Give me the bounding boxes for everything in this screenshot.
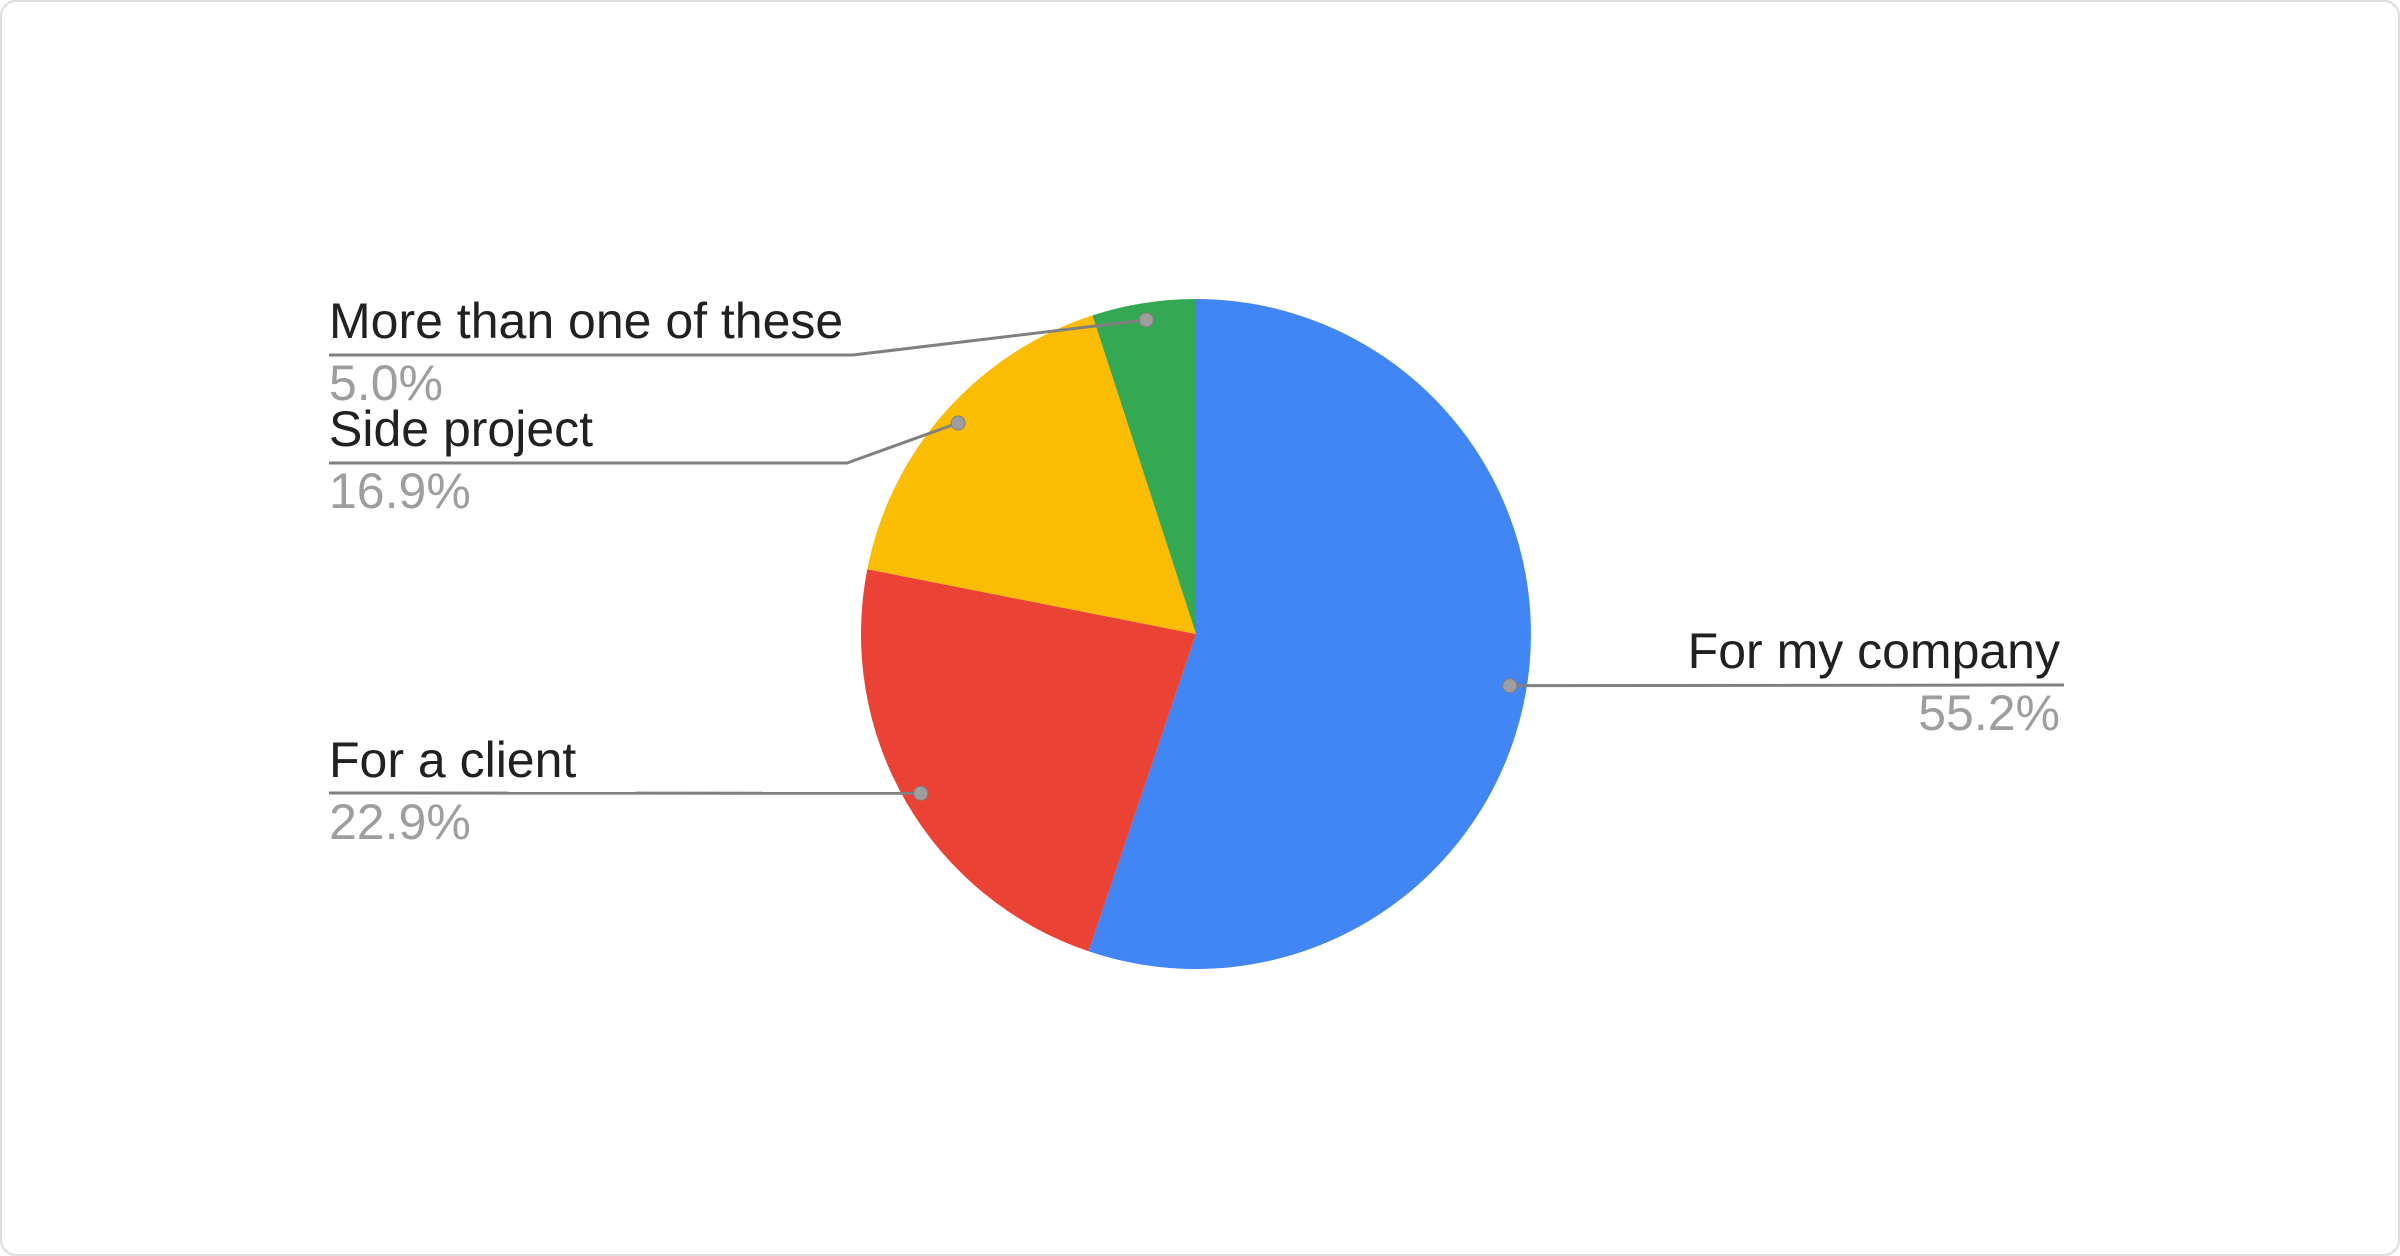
slice-percent-side-project: 16.9%: [329, 463, 471, 519]
leader-line: [329, 421, 959, 465]
pie-slice-for-a-client[interactable]: [860, 569, 1196, 952]
leader-dot: [913, 785, 929, 801]
leader-dot: [1502, 678, 1518, 694]
slice-percent-more-than-one: 5.0%: [329, 355, 443, 411]
leader-line: [1509, 683, 2065, 688]
slice-label-for-a-client: For a client: [329, 732, 577, 788]
pie-slice-more-than-one-of-these[interactable]: [1092, 299, 1197, 634]
leader-line: [329, 318, 1147, 357]
leader-lines: [328, 312, 2065, 801]
leader-dot: [950, 415, 966, 431]
pie-slice-for-my-company[interactable]: [1088, 299, 1531, 969]
slice-label-for-my-company: For my company: [1687, 623, 2060, 679]
pie-slices: [860, 299, 1531, 969]
slice-label-more-than-one: More than one of these: [329, 293, 844, 349]
slice-label-side-project: Side project: [329, 401, 594, 457]
leader-dot: [1138, 312, 1154, 328]
slice-percent-for-a-client: 22.9%: [329, 794, 471, 850]
pie-slice-side-project[interactable]: [867, 315, 1196, 634]
slice-percent-for-my-company: 55.2%: [1918, 685, 2060, 741]
